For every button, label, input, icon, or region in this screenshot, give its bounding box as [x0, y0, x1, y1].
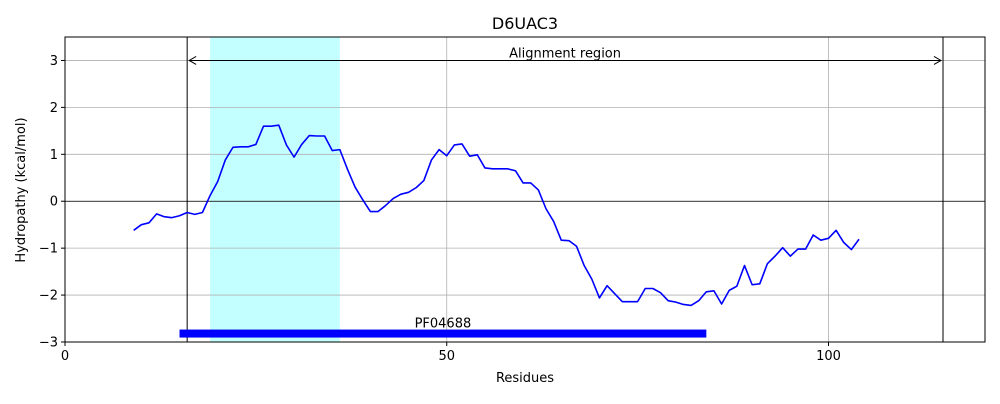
series-layer	[133, 124, 860, 307]
x-tick-label: 50	[438, 349, 455, 364]
x-tick-label: 0	[61, 349, 69, 364]
highlight-region	[210, 37, 340, 342]
hydropathy-line	[133, 124, 860, 307]
y-tick-label: 2	[50, 101, 58, 116]
x-axis-label: Residues	[496, 371, 554, 386]
y-tick-label: −3	[39, 336, 58, 351]
alignment-region-label: Alignment region	[509, 46, 621, 61]
y-axis-label: Hydropathy (kcal/mol)	[14, 117, 29, 262]
y-tick-label: 3	[50, 54, 58, 69]
x-tick-label: 100	[816, 349, 841, 364]
domain-bar-label: PF04688	[415, 317, 472, 332]
y-tick-label: −2	[39, 289, 58, 304]
alignment-arrow-left-head	[188, 56, 197, 65]
plot-frame	[64, 36, 986, 343]
tick-layer: 0 50 100 −3 −2 −1 0 1 2 3	[39, 54, 841, 364]
y-tick-label: −1	[39, 242, 58, 257]
highlight-region-layer	[210, 37, 340, 342]
alignment-arrow-right-head	[933, 56, 943, 65]
reference-lines-layer	[65, 37, 985, 342]
domain-bar	[179, 329, 707, 338]
chart-title: D6UAC3	[492, 14, 558, 33]
y-tick-label: 0	[50, 195, 58, 210]
domain-bar-layer: PF04688	[179, 317, 707, 338]
annotation-layer: Alignment region	[188, 46, 943, 65]
y-tick-label: 1	[50, 148, 58, 163]
